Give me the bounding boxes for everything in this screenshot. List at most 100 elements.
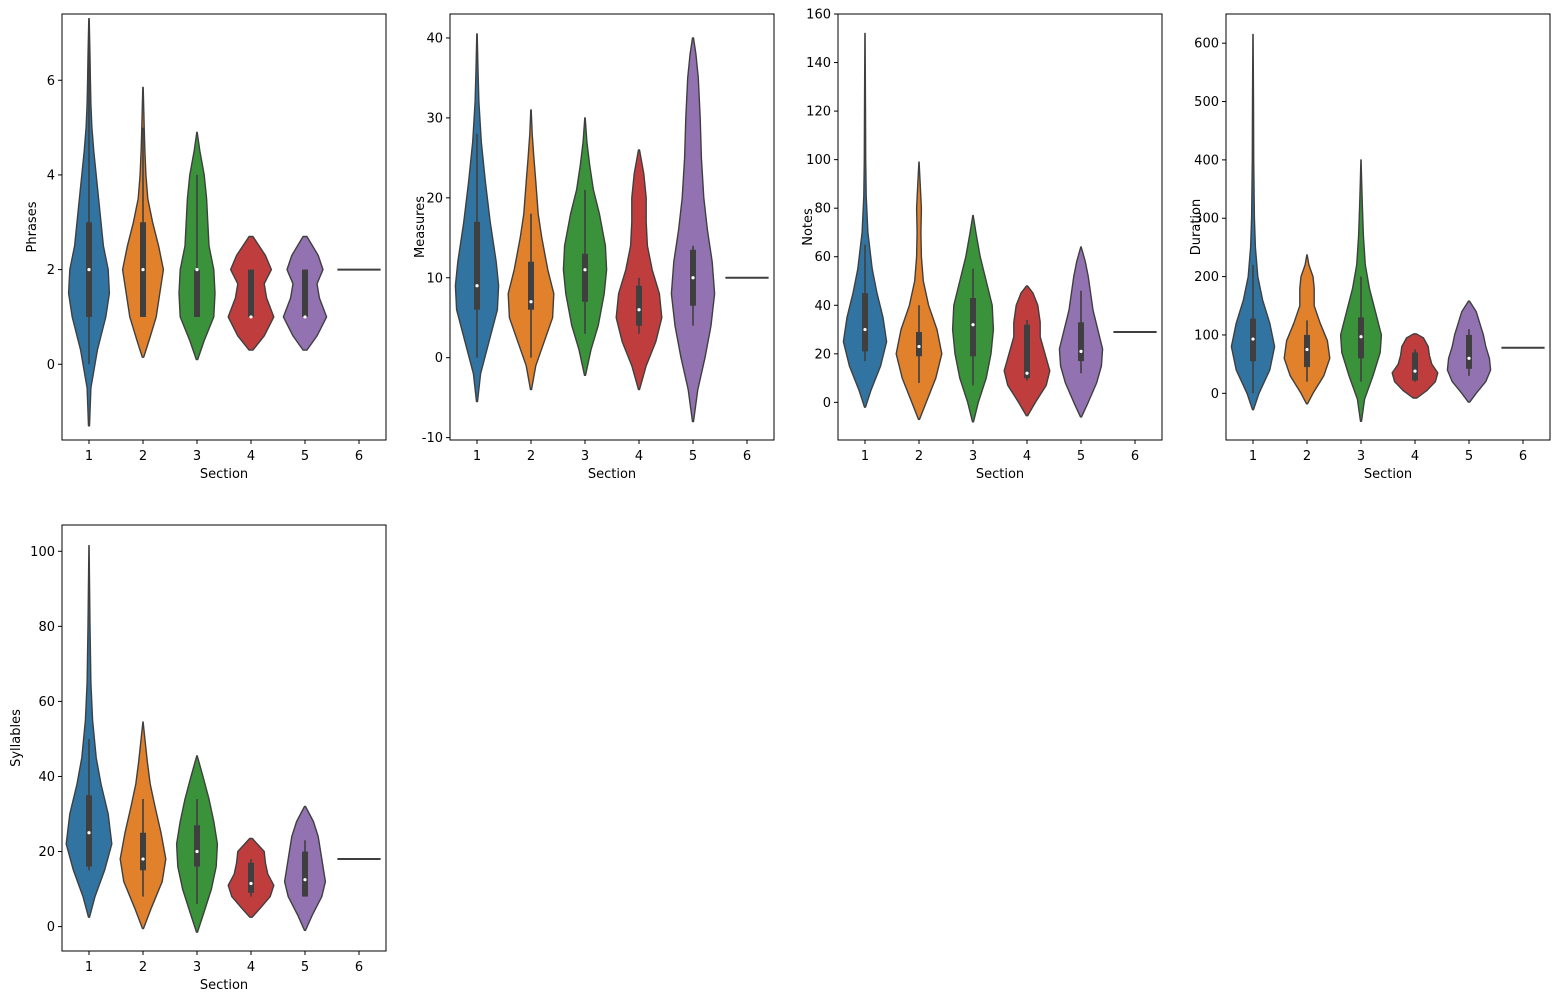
- y-tick-label: 4: [47, 168, 55, 183]
- subplot-notes: 0 20 40 60 80 100 120 140 160 1 2 3 4 5 6 Section Notes: [801, 8, 1163, 482]
- x-tick-label: 5: [301, 449, 309, 464]
- y-tick-label: 20: [814, 347, 831, 362]
- x-tick-label: 5: [689, 449, 697, 464]
- subplot-measures: -10 0 10 20 30 40 1 2 3 4 5 6 Section Measures: [413, 13, 775, 482]
- violin-3-median: [195, 268, 199, 272]
- y-tick-label: 0: [435, 351, 443, 366]
- y-tick-label: 60: [814, 250, 831, 265]
- violin-2-iqr: [528, 261, 534, 310]
- x-axis-label: Section: [588, 467, 636, 482]
- violin-4-iqr: [1024, 324, 1030, 379]
- plot-frame: [61, 13, 387, 441]
- y-axis-label: Notes: [801, 208, 816, 246]
- y-tick-label: 10: [426, 271, 443, 286]
- x-tick-label: 3: [193, 449, 201, 464]
- violin-4-iqr: [636, 285, 642, 326]
- y-tick-label: 20: [38, 845, 55, 860]
- y-tick-label: 100: [806, 153, 831, 168]
- violin-1-iqr: [86, 795, 92, 867]
- violin-1-iqr: [474, 221, 480, 310]
- x-tick-label: 1: [861, 449, 869, 464]
- violin-5-median: [303, 878, 307, 882]
- violin-2-median: [529, 300, 533, 304]
- violin-3-median: [1359, 335, 1363, 339]
- violin-2: [895, 161, 943, 421]
- x-tick-label: 1: [1249, 449, 1257, 464]
- x-tick-label: 1: [85, 960, 93, 975]
- violin-2-median: [1305, 347, 1309, 352]
- plot-frame: [61, 524, 387, 952]
- x-axis-label: Section: [200, 978, 248, 993]
- violin-3-median: [195, 849, 199, 854]
- y-tick-label: 160: [806, 8, 831, 23]
- plot-frame: [1225, 13, 1551, 441]
- x-axis-label: Section: [200, 467, 248, 482]
- violin-3-median: [583, 268, 587, 272]
- violin-5-median: [691, 276, 695, 280]
- x-tick-label: 1: [85, 449, 93, 464]
- violin-4-median: [1025, 371, 1029, 375]
- violin-4-iqr: [1412, 352, 1418, 381]
- plot-frame: [449, 13, 775, 441]
- x-tick-label: 4: [247, 960, 255, 975]
- violin-4-iqr: [248, 269, 254, 317]
- y-tick-label: 60: [38, 695, 55, 710]
- x-tick-label: 5: [1465, 449, 1473, 464]
- y-tick-label: 40: [814, 299, 831, 314]
- y-tick-label: 500: [1194, 95, 1219, 110]
- x-tick-label: 2: [139, 960, 147, 975]
- y-tick-label: 0: [47, 920, 55, 935]
- y-tick-label: 600: [1194, 37, 1219, 52]
- violin-1-iqr: [862, 293, 868, 352]
- x-tick-label: 6: [1131, 449, 1139, 464]
- subplot-duration: 0 100 200 300 400 500 600 1 2 3 4 5 6 Section Duration: [1189, 13, 1551, 482]
- x-tick-label: 5: [301, 960, 309, 975]
- x-tick-label: 3: [193, 960, 201, 975]
- y-tick-label: 300: [1194, 212, 1219, 227]
- violin-5-iqr: [1078, 322, 1084, 362]
- x-tick-label: 6: [743, 449, 751, 464]
- violin-1: [1230, 33, 1276, 411]
- y-axis-label: Measures: [413, 196, 428, 258]
- violin-4-iqr: [248, 862, 254, 893]
- y-axis-label: Duration: [1189, 199, 1204, 255]
- x-axis-label: Section: [976, 467, 1024, 482]
- y-tick-label: 6: [47, 74, 55, 89]
- violin-3-iqr: [194, 269, 200, 317]
- violin-4-median: [1413, 369, 1417, 373]
- violin-2-median: [141, 857, 145, 861]
- subplot-phrases: 0 2 4 6 1 2 3 4 5 6 Section Phrases: [25, 13, 387, 482]
- violin-5-median: [1079, 349, 1083, 354]
- violin-3-median: [971, 323, 975, 327]
- violin-5-median: [1467, 356, 1471, 360]
- y-tick-label: 200: [1194, 270, 1219, 285]
- y-tick-label: 100: [30, 545, 55, 560]
- x-tick-label: 3: [581, 449, 589, 464]
- y-tick-label: 0: [823, 396, 831, 411]
- violin-4: [615, 149, 663, 391]
- y-tick-label: 140: [806, 56, 831, 71]
- x-tick-label: 4: [1411, 449, 1419, 464]
- y-tick-label: 0: [1211, 387, 1219, 402]
- subplot-syllables: 0 20 40 60 80 100 1 2 3 4 5 6 Section Syllables: [9, 524, 387, 993]
- x-tick-label: 6: [355, 449, 363, 464]
- plot-frame: [837, 13, 1163, 441]
- x-tick-label: 1: [473, 449, 481, 464]
- x-tick-label: 2: [915, 449, 923, 464]
- violin-4-median: [249, 881, 253, 886]
- x-tick-label: 5: [1077, 449, 1085, 464]
- y-tick-label: 40: [426, 31, 443, 46]
- y-tick-label: 2: [47, 263, 55, 278]
- violin-2-median: [141, 268, 145, 272]
- violin-2-iqr: [916, 331, 922, 357]
- y-tick-label: -10: [422, 431, 443, 446]
- x-tick-label: 6: [1519, 449, 1527, 464]
- violin-5-iqr: [1466, 334, 1472, 369]
- violin-1-median: [87, 268, 91, 272]
- violin-1-median: [475, 284, 479, 288]
- y-tick-label: 40: [38, 770, 55, 785]
- violin-4-median: [249, 315, 253, 319]
- y-tick-label: 0: [47, 358, 55, 373]
- x-tick-label: 4: [247, 449, 255, 464]
